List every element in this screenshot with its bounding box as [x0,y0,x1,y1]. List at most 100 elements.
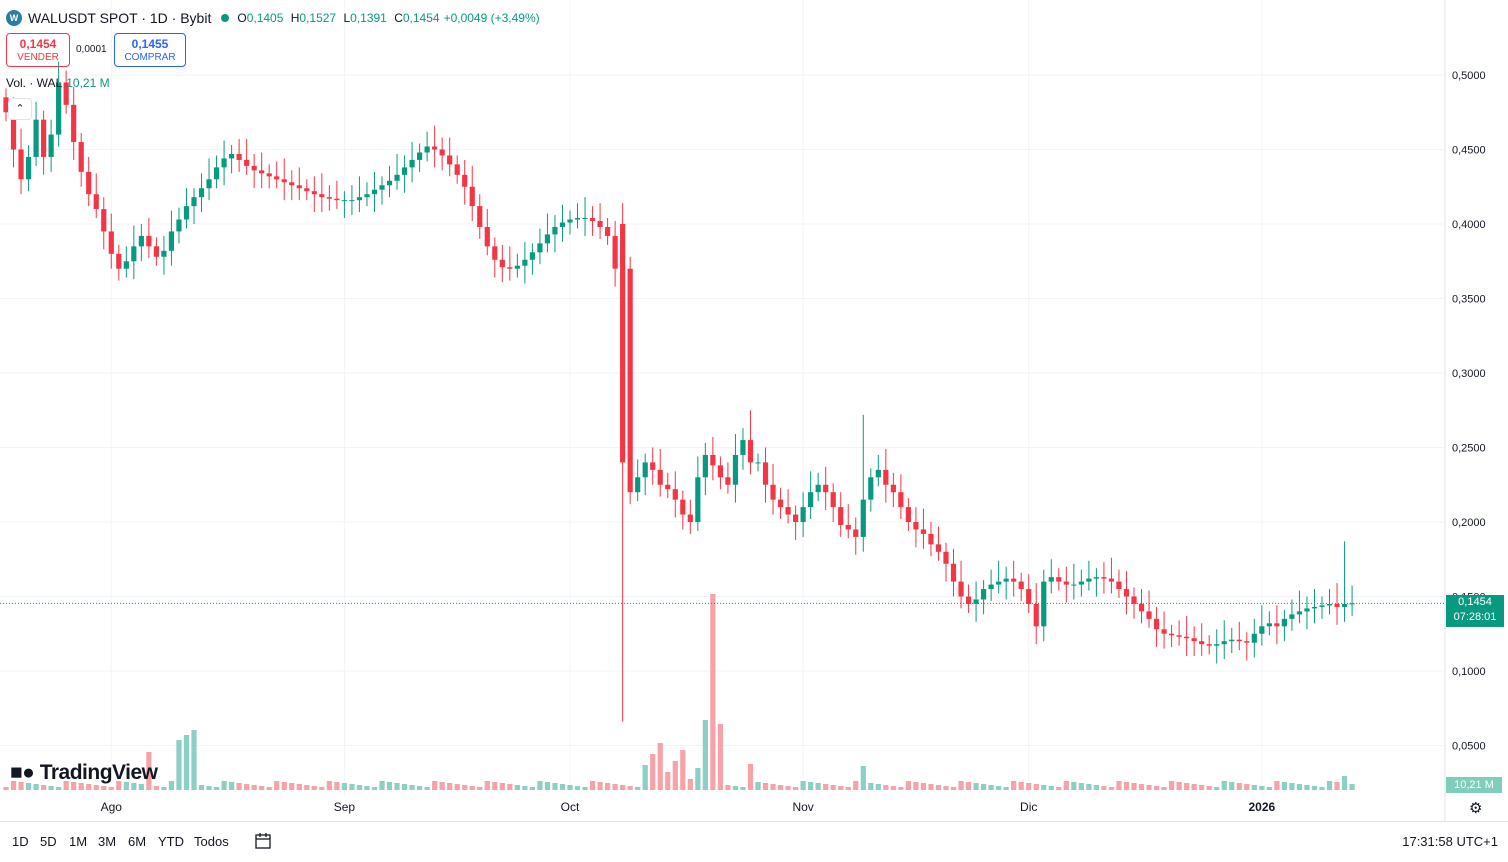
candle-body [965,596,972,604]
symbol-title[interactable]: WALUSDT SPOT · 1D · Bybit [28,10,212,26]
volume-bar [898,787,904,790]
candle-body [48,134,54,157]
volume-bar [1048,786,1054,790]
candle-body [1244,641,1250,643]
y-tick-label: 0,4500 [1452,145,1486,157]
volume-bar [740,787,746,790]
candle-body [10,112,17,150]
open-label: O [237,11,247,25]
range-1d[interactable]: 1D [12,834,29,849]
volume-bar [364,786,370,790]
volume-tag: 10,21 M [1446,777,1502,793]
volume-bar [1056,787,1062,790]
gear-icon[interactable]: ⚙ [1469,800,1483,817]
volume-bar [386,782,393,790]
y-tick-label: 0,5000 [1452,70,1486,82]
volume-bar [875,784,881,790]
x-tick-label: Sep [334,800,356,814]
range-6m[interactable]: 6M [128,834,147,849]
volume-bar [356,785,363,790]
candle-body [950,563,957,582]
candle-body [747,440,754,463]
volume-bar [379,781,385,790]
sell-button[interactable]: 0,1454 VENDER [6,33,70,67]
candle-body [589,218,596,222]
volume-bar [845,787,851,790]
candle-body [492,246,498,260]
candle-body [1176,635,1182,637]
chevron-up-icon[interactable]: ⌃ [8,98,32,120]
candle-body [1349,603,1355,605]
sell-label: VENDER [17,52,59,63]
candle-body [1138,603,1145,612]
volume-bar [672,761,678,790]
candle-body [56,82,62,135]
volume-bar [913,782,919,790]
volume-bar [544,782,551,790]
candle-body [379,185,385,190]
high-label: H [290,11,300,25]
volume-bar [507,784,513,790]
volume-bar [198,785,205,790]
calendar-icon[interactable] [254,832,272,850]
volume-bar [326,781,332,790]
candle-body [612,235,618,269]
candle-body [800,507,806,522]
range-1m[interactable]: 1M [69,834,88,849]
volume-bar [800,781,806,790]
price-change: +0,0049 (+3,49%) [443,11,540,25]
volume-bar [1289,783,1295,790]
volume-bar [589,781,596,790]
volume-bar [943,786,949,790]
candle-body [131,246,137,262]
utc-clock[interactable]: 17:31:58 UTC+1 [1402,834,1498,849]
volume-legend[interactable]: Vol. · WAL 10,21 M [6,76,110,90]
candle-body [206,179,212,189]
candle-body [740,440,746,455]
buy-button[interactable]: 0,1455 COMPRAR [114,33,186,67]
volume-bar [567,785,573,790]
volume-bar [747,764,754,790]
candle-body [447,155,453,165]
volume-bar [93,785,99,790]
volume-bar [529,787,535,790]
candle-body [883,469,889,485]
candle-body [537,243,543,253]
volume-bar [1138,784,1145,790]
tradingview-logo[interactable]: ■● TradingView [10,761,158,785]
volume-bar [559,784,566,790]
candle-body [477,206,483,227]
volume-label: Vol. · WAL [6,76,63,90]
volume-bar [1304,785,1310,790]
range-5d[interactable]: 5D [40,834,57,849]
volume-bar [1266,787,1272,790]
volume-bar [251,785,257,790]
candle-body [823,484,829,493]
candle-body [1003,578,1009,582]
y-tick-label: 0,2500 [1452,443,1486,455]
volume-bar [830,785,836,790]
volume-bar [349,784,355,790]
wal-logo-icon: W [6,10,22,26]
volume-bar [680,750,686,790]
candle-body [1341,603,1348,607]
candle-body [432,146,438,150]
candle-body [33,119,39,157]
volume-bar [183,735,190,790]
volume-bar [582,787,588,790]
range-ytd[interactable]: YTD [158,834,184,849]
candle-body [725,477,731,485]
candle-body [469,186,475,207]
candle-body [958,581,964,597]
volume-bar [762,783,769,790]
range-all[interactable]: Todos [194,834,229,849]
range-3m[interactable]: 3M [98,834,117,849]
volume-bar [695,768,701,790]
volume-bar [1018,782,1024,790]
symbol-header: W WALUSDT SPOT · 1D · Bybit O0,1405 H0,1… [6,8,540,28]
volume-bar [123,782,129,790]
volume-bar [1191,784,1197,790]
candle-body [650,462,656,470]
volume-bar [973,783,979,790]
